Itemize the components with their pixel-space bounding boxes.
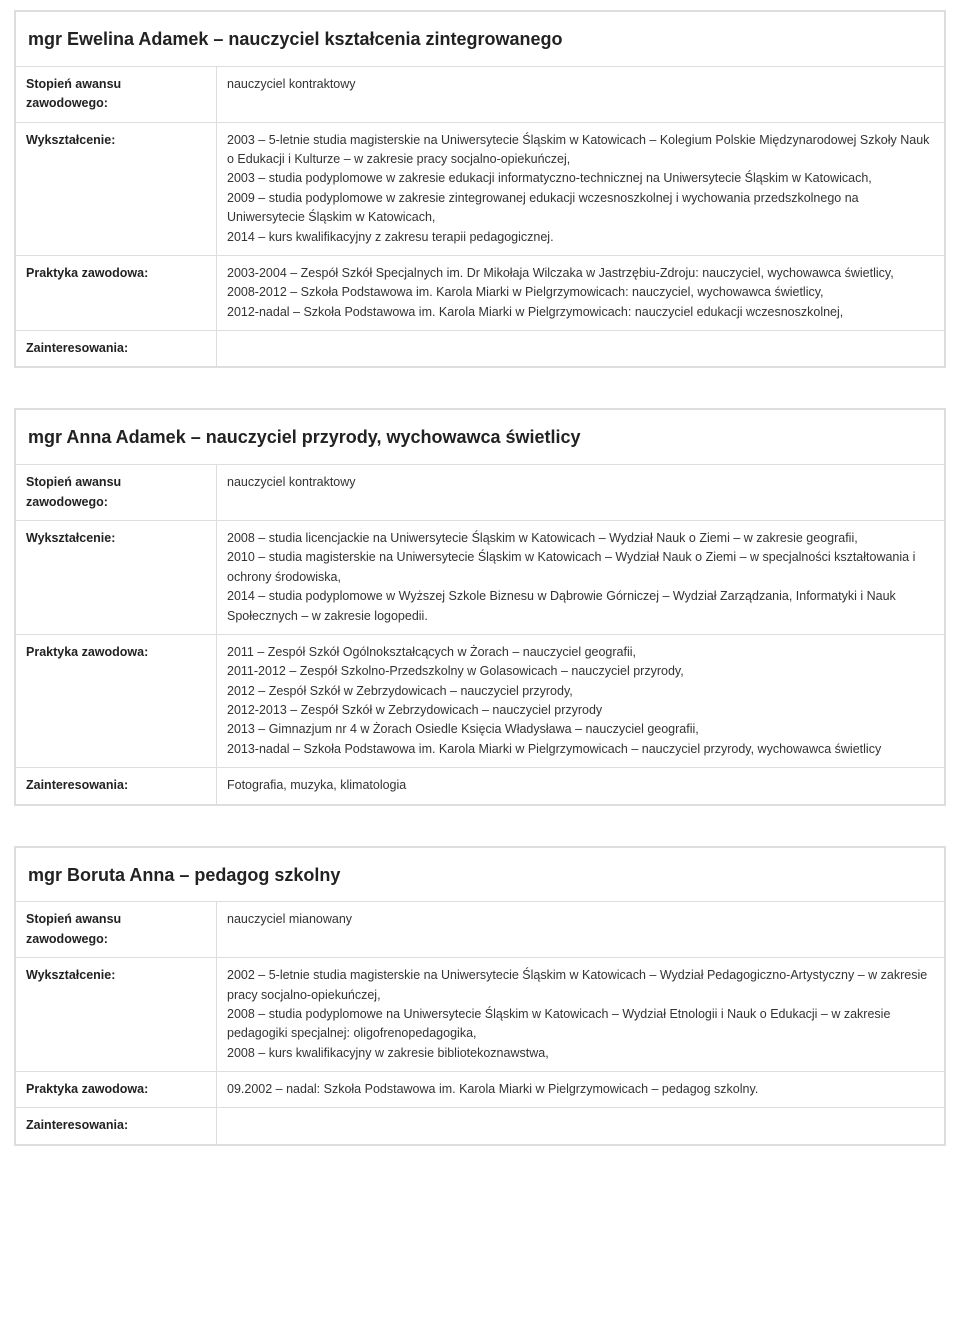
- praktyka-value: 09.2002 – nadal: Szkoła Podstawowa im. K…: [217, 1072, 945, 1108]
- stopien-row: Stopień awansu zawodowego: nauczyciel ko…: [16, 465, 945, 521]
- praktyka-value: 2011 – Zespół Szkół Ogólnokształcących w…: [217, 634, 945, 767]
- edu-item: 2008 – studia podyplomowe na Uniwersytec…: [227, 1005, 934, 1044]
- praktyka-row: Praktyka zawodowa: 2003-2004 – Zespół Sz…: [16, 255, 945, 330]
- stopien-label: Stopień awansu zawodowego:: [16, 902, 217, 958]
- prac-item: 2012-nadal – Szkoła Podstawowa im. Karol…: [227, 303, 934, 322]
- stopien-row: Stopień awansu zawodowego: nauczyciel ko…: [16, 66, 945, 122]
- stopien-row: Stopień awansu zawodowego: nauczyciel mi…: [16, 902, 945, 958]
- edu-item: 2003 – studia podyplomowe w zakresie edu…: [227, 169, 934, 188]
- praktyka-row: Praktyka zawodowa: 2011 – Zespół Szkół O…: [16, 634, 945, 767]
- edu-item: 2002 – 5-letnie studia magisterskie na U…: [227, 966, 934, 1005]
- zainteresowania-value: [217, 1108, 945, 1144]
- prac-item: 2013-nadal – Szkoła Podstawowa im. Karol…: [227, 740, 934, 759]
- edu-item: 2014 – kurs kwalifikacyjny z zakresu ter…: [227, 228, 934, 247]
- wyksztalcenie-row: Wykształcenie: 2003 – 5-letnie studia ma…: [16, 122, 945, 255]
- wyksztalcenie-label: Wykształcenie:: [16, 122, 217, 255]
- wyksztalcenie-row: Wykształcenie: 2002 – 5-letnie studia ma…: [16, 958, 945, 1072]
- person-title: mgr Ewelina Adamek – nauczyciel kształce…: [16, 12, 945, 67]
- person-table: mgr Ewelina Adamek – nauczyciel kształce…: [15, 11, 945, 367]
- stopien-label: Stopień awansu zawodowego:: [16, 465, 217, 521]
- title-row: mgr Boruta Anna – pedagog szkolny: [16, 847, 945, 902]
- zainteresowania-value: Fotografia, muzyka, klimatologia: [217, 768, 945, 804]
- prac-item: 2013 – Gimnazjum nr 4 w Żorach Osiedle K…: [227, 720, 934, 739]
- stopien-value: nauczyciel mianowany: [217, 902, 945, 958]
- zainteresowania-label: Zainteresowania:: [16, 331, 217, 367]
- praktyka-value: 2003-2004 – Zespół Szkół Specjalnych im.…: [217, 255, 945, 330]
- stopien-value: nauczyciel kontraktowy: [217, 465, 945, 521]
- edu-item: 2014 – studia podyplomowe w Wyższej Szko…: [227, 587, 934, 626]
- edu-item: 2003 – 5-letnie studia magisterskie na U…: [227, 131, 934, 170]
- wyksztalcenie-value: 2003 – 5-letnie studia magisterskie na U…: [217, 122, 945, 255]
- praktyka-label: Praktyka zawodowa:: [16, 634, 217, 767]
- zainteresowania-label: Zainteresowania:: [16, 768, 217, 804]
- edu-item: 2008 – studia licencjackie na Uniwersyte…: [227, 529, 934, 548]
- stopien-label: Stopień awansu zawodowego:: [16, 66, 217, 122]
- wyksztalcenie-value: 2002 – 5-letnie studia magisterskie na U…: [217, 958, 945, 1072]
- wyksztalcenie-label: Wykształcenie:: [16, 521, 217, 635]
- page: mgr Ewelina Adamek – nauczyciel kształce…: [0, 10, 960, 1216]
- person-card: mgr Boruta Anna – pedagog szkolny Stopie…: [14, 846, 946, 1146]
- person-card: mgr Anna Adamek – nauczyciel przyrody, w…: [14, 408, 946, 805]
- wyksztalcenie-value: 2008 – studia licencjackie na Uniwersyte…: [217, 521, 945, 635]
- praktyka-label: Praktyka zawodowa:: [16, 255, 217, 330]
- title-row: mgr Anna Adamek – nauczyciel przyrody, w…: [16, 410, 945, 465]
- prac-item: 2011 – Zespół Szkół Ogólnokształcących w…: [227, 643, 934, 662]
- person-card: mgr Ewelina Adamek – nauczyciel kształce…: [14, 10, 946, 368]
- zainteresowania-label: Zainteresowania:: [16, 1108, 217, 1144]
- edu-item: 2009 – studia podyplomowe w zakresie zin…: [227, 189, 934, 228]
- zainteresowania-row: Zainteresowania:: [16, 1108, 945, 1144]
- prac-item: 2012 – Zespół Szkół w Zebrzydowicach – n…: [227, 682, 934, 701]
- person-title: mgr Anna Adamek – nauczyciel przyrody, w…: [16, 410, 945, 465]
- prac-item: 2008-2012 – Szkoła Podstawowa im. Karola…: [227, 283, 934, 302]
- edu-item: 2010 – studia magisterskie na Uniwersyte…: [227, 548, 934, 587]
- praktyka-row: Praktyka zawodowa: 09.2002 – nadal: Szko…: [16, 1072, 945, 1108]
- prac-item: 2011-2012 – Zespół Szkolno-Przedszkolny …: [227, 662, 934, 681]
- zainteresowania-row: Zainteresowania:: [16, 331, 945, 367]
- prac-item: 2012-2013 – Zespół Szkół w Zebrzydowicac…: [227, 701, 934, 720]
- title-row: mgr Ewelina Adamek – nauczyciel kształce…: [16, 12, 945, 67]
- prac-item: 09.2002 – nadal: Szkoła Podstawowa im. K…: [227, 1080, 934, 1099]
- zainteresowania-row: Zainteresowania: Fotografia, muzyka, kli…: [16, 768, 945, 804]
- wyksztalcenie-row: Wykształcenie: 2008 – studia licencjacki…: [16, 521, 945, 635]
- person-table: mgr Boruta Anna – pedagog szkolny Stopie…: [15, 847, 945, 1145]
- stopien-value: nauczyciel kontraktowy: [217, 66, 945, 122]
- prac-item: 2003-2004 – Zespół Szkół Specjalnych im.…: [227, 264, 934, 283]
- zainteresowania-value: [217, 331, 945, 367]
- person-title: mgr Boruta Anna – pedagog szkolny: [16, 847, 945, 902]
- edu-item: 2008 – kurs kwalifikacyjny w zakresie bi…: [227, 1044, 934, 1063]
- praktyka-label: Praktyka zawodowa:: [16, 1072, 217, 1108]
- wyksztalcenie-label: Wykształcenie:: [16, 958, 217, 1072]
- person-table: mgr Anna Adamek – nauczyciel przyrody, w…: [15, 409, 945, 804]
